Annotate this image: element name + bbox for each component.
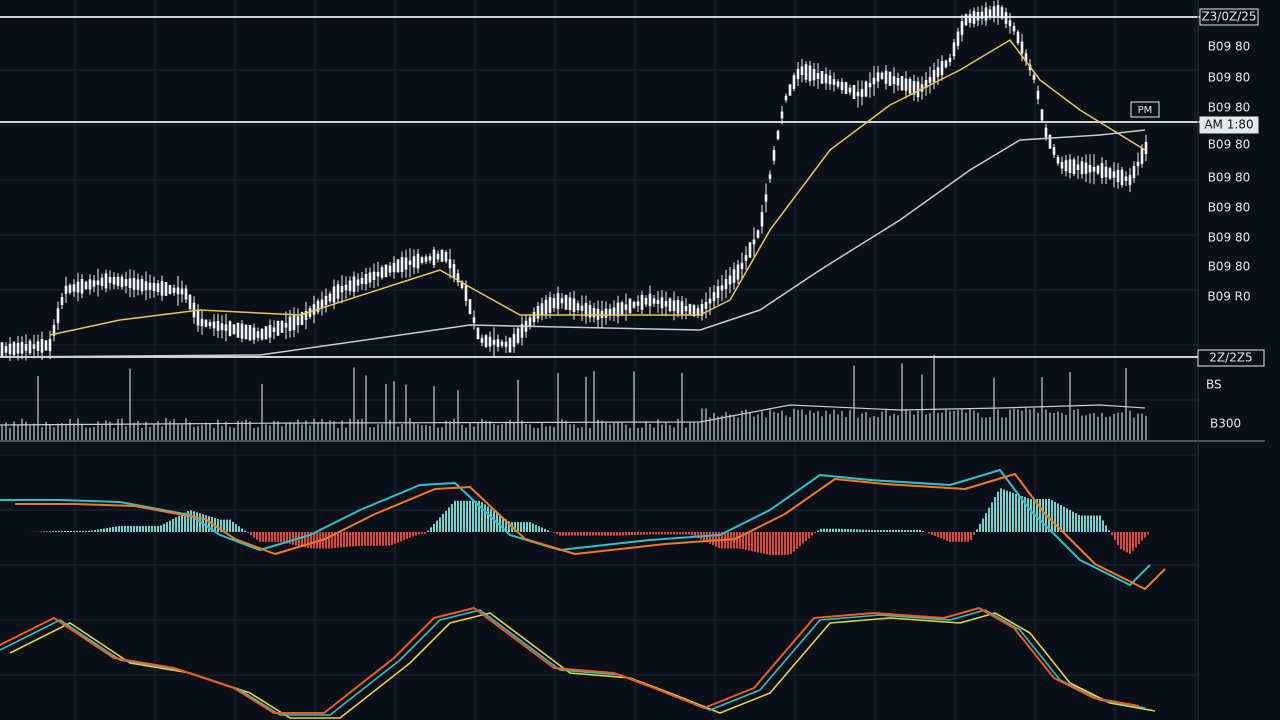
price-axis-label: B09 80 bbox=[1208, 101, 1251, 115]
signal-line bbox=[15, 473, 1166, 590]
price-axis-label: B09 80 bbox=[1208, 40, 1251, 54]
plot-area bbox=[0, 0, 1166, 719]
price-tag-box bbox=[1130, 101, 1160, 118]
grid bbox=[0, 0, 1198, 720]
price-axis-label: B09 80 bbox=[1208, 71, 1251, 85]
moving-average-fast bbox=[49, 39, 1146, 336]
axis-tag-box bbox=[1199, 8, 1259, 26]
price-axis-label: B09 80 bbox=[1208, 138, 1251, 152]
price-axis-label: B09 80 bbox=[1208, 171, 1251, 185]
date-label: 2Z/2Z5 bbox=[1209, 351, 1252, 365]
price-axis-label: B09 R0 bbox=[1207, 290, 1250, 304]
price-axis-label: B09 80 bbox=[1208, 260, 1251, 274]
price-tag: PM bbox=[1138, 105, 1153, 116]
price-axis-label: B09 80 bbox=[1208, 201, 1251, 215]
volume-average bbox=[0, 404, 1146, 426]
price-axis-label: Z3/0Z/25 bbox=[1201, 10, 1256, 24]
volume-axis-label: BS bbox=[1206, 378, 1222, 392]
date-tag-box bbox=[1197, 349, 1265, 367]
oscillator-signal bbox=[0, 607, 1140, 714]
volume-bars bbox=[1, 354, 1147, 440]
price-axis-label: B09 80 bbox=[1208, 231, 1251, 245]
axis-tag-box bbox=[1199, 116, 1259, 134]
price-axis: Z3/0Z/25 B09 80 B09 80 B09 80 AM 1:80 B09 80 B… bbox=[1199, 8, 1259, 304]
volume-axis-label: B300 bbox=[1210, 417, 1241, 431]
moving-average-slow bbox=[0, 129, 1146, 358]
price-axis-label: AM 1:80 bbox=[1204, 118, 1253, 132]
